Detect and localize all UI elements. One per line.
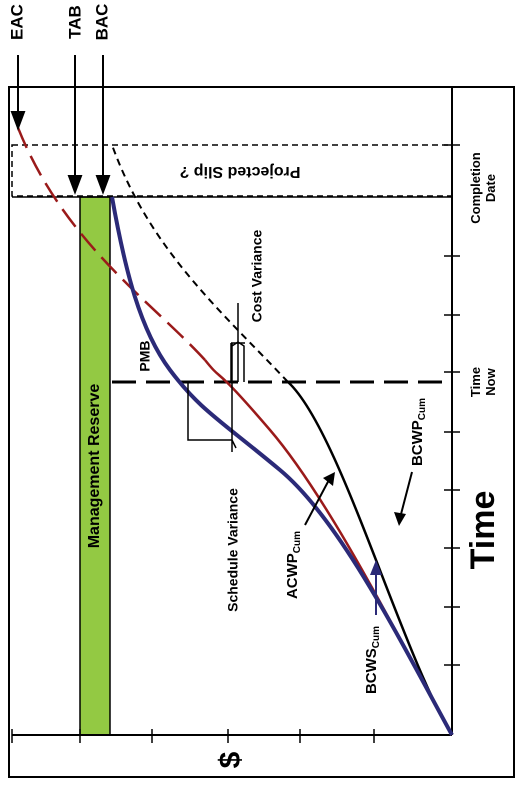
bcws-label: BCWSCum [363, 626, 382, 694]
schedule-variance-label: Schedule Variance [225, 488, 241, 612]
acwp-label-main: ACWP [284, 553, 301, 599]
eac-label: EAC [7, 4, 26, 40]
bcwp-label-main: BCWP [409, 420, 426, 466]
bcws-pointer-arrowhead [370, 560, 382, 575]
bcwp-label: BCWPCum [409, 398, 428, 466]
acwp-pointer-arrowhead [323, 472, 335, 486]
projected-slip-label: Projected Slip ? [180, 163, 301, 180]
bcws-label-main: BCWS [363, 648, 380, 694]
bcwp-pointer-arrowhead [394, 512, 406, 526]
time-axis-ticks [444, 144, 460, 666]
bcwp-label-sub: Cum [417, 398, 428, 420]
pmb-label: PMB [137, 340, 153, 371]
time-now-label-line1: Time [468, 367, 483, 397]
bcwp-forecast-curve [111, 144, 289, 383]
time-axis-title: Time [464, 491, 502, 570]
bcwp-pointer-arrow [399, 471, 413, 519]
completion-date-label: CompletionDate [468, 152, 498, 224]
outer-frame [8, 86, 515, 778]
bac-label: BAC [92, 4, 111, 41]
tab-arrowhead [67, 175, 83, 195]
completion-label-line1: Completion [468, 152, 483, 224]
schedule-variance-bracket [187, 382, 237, 452]
cost-variance-brace [231, 341, 245, 382]
dollar-axis-ticks [11, 729, 375, 743]
completion-label-line2: Date [483, 174, 498, 202]
tab-label: TAB [65, 5, 84, 39]
eac-arrowhead [10, 111, 26, 131]
acwp-curve [204, 359, 454, 736]
time-now-label-line2: Now [483, 367, 498, 395]
acwp-label-sub: Cum [292, 531, 303, 553]
management-reserve-label: Management Reserve [86, 384, 103, 549]
acwp-forecast-curve [13, 119, 206, 361]
bcws-curve [110, 196, 454, 736]
acwp-label: ACWPCum [284, 531, 303, 599]
cost-variance-bracket [230, 303, 245, 382]
time-now-label: TimeNow [468, 367, 498, 397]
dollar-axis-title: $ [214, 751, 247, 768]
top-label-arrows [10, 55, 111, 195]
cost-variance-label: Cost Variance [249, 229, 265, 322]
bcws-label-sub: Cum [371, 626, 382, 648]
bac-arrowhead [95, 175, 111, 195]
acwp-pointer-arrow [304, 477, 331, 526]
